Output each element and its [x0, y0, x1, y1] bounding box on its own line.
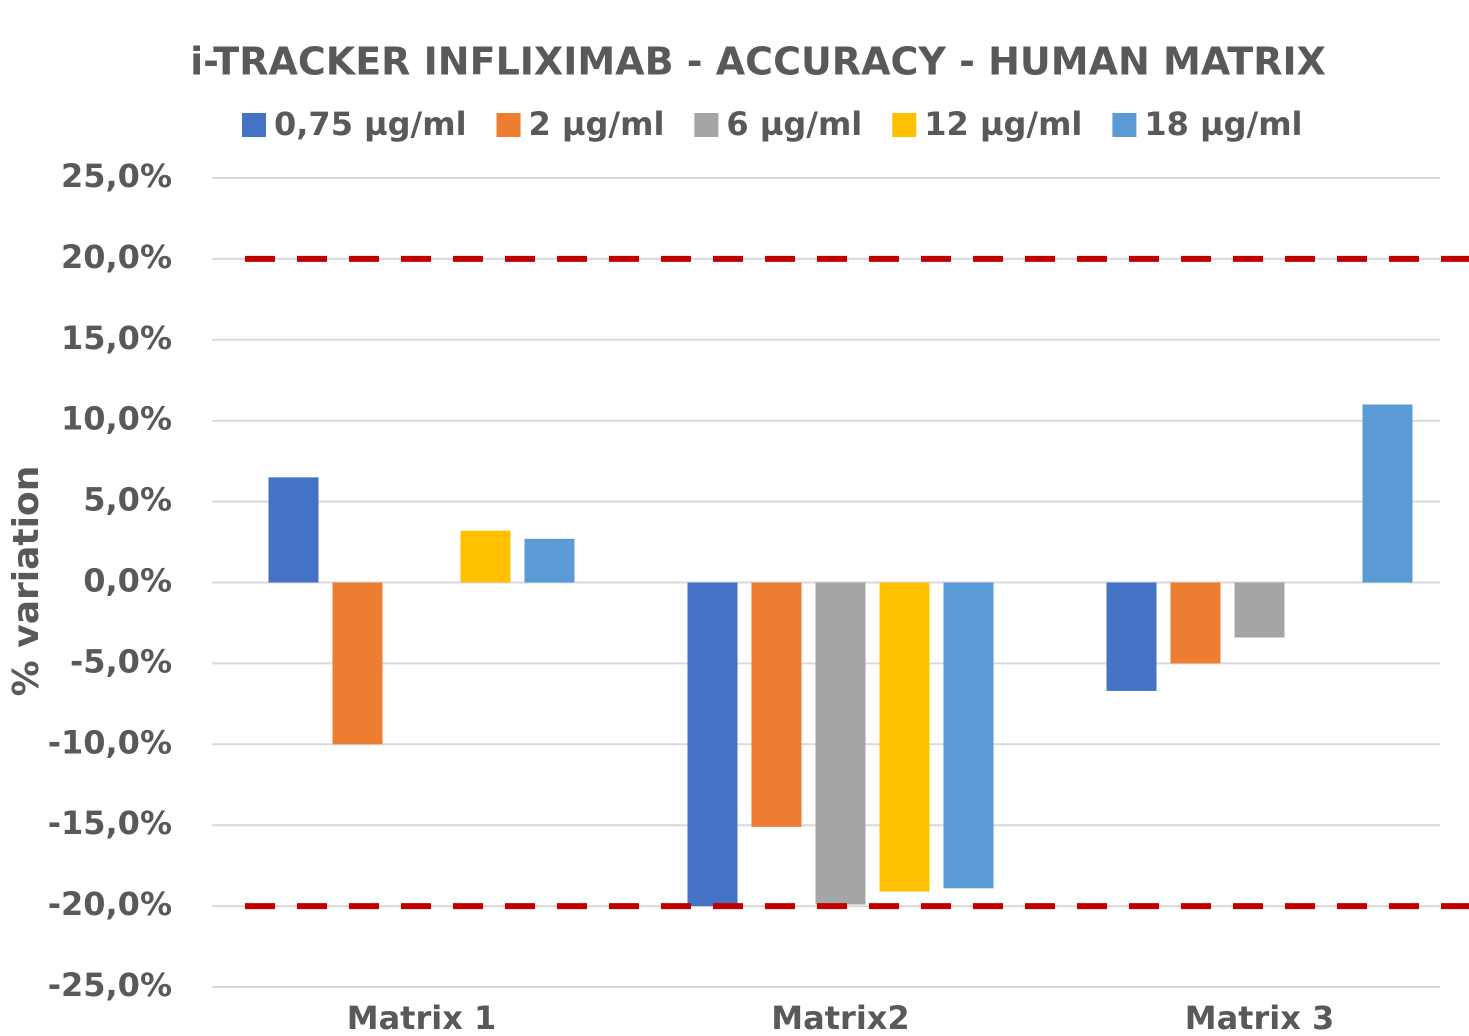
legend-swatch [1112, 113, 1137, 137]
bar [1234, 582, 1285, 638]
bar [1362, 404, 1413, 583]
legend-label: 6 µg/ml [726, 105, 862, 143]
y-tick-label: 20,0% [61, 238, 172, 276]
y-tick-label: 0,0% [83, 562, 172, 600]
y-axis-label: % variation [6, 466, 47, 697]
legend-label: 2 µg/ml [529, 105, 665, 143]
legend-label: 18 µg/ml [1144, 105, 1302, 143]
bar [524, 538, 575, 583]
bar [1106, 582, 1157, 691]
legend-swatch [242, 113, 266, 137]
y-tick-label: 5,0% [83, 481, 172, 519]
y-tick-label: -5,0% [70, 642, 172, 680]
y-tick-label: 25,0% [61, 157, 172, 195]
legend-label: 0,75 µg/ml [274, 105, 467, 143]
bar [332, 582, 383, 745]
legend-swatch [892, 113, 917, 137]
bar [687, 582, 738, 907]
y-tick-label: -25,0% [48, 966, 172, 1004]
bar [815, 582, 866, 905]
bar [879, 582, 930, 892]
x-tick-label: Matrix 3 [1185, 999, 1335, 1036]
bar [460, 530, 511, 583]
legend-swatch [496, 113, 521, 137]
bar [1170, 582, 1221, 664]
y-tick-label: -10,0% [48, 723, 172, 761]
legend-swatch [694, 113, 719, 137]
bar [751, 582, 802, 827]
x-tick-label: Matrix 1 [347, 999, 497, 1036]
bar [268, 477, 319, 583]
chart-title: i-TRACKER INFLIXIMAB - ACCURACY - HUMAN … [190, 40, 1326, 84]
bar [943, 582, 994, 889]
y-tick-label: -15,0% [48, 804, 172, 842]
y-tick-label: -20,0% [48, 885, 172, 923]
x-tick-label: Matrix2 [771, 999, 909, 1036]
y-tick-label: 10,0% [61, 400, 172, 438]
y-tick-label: 15,0% [61, 319, 172, 357]
legend-label: 12 µg/ml [924, 105, 1082, 143]
